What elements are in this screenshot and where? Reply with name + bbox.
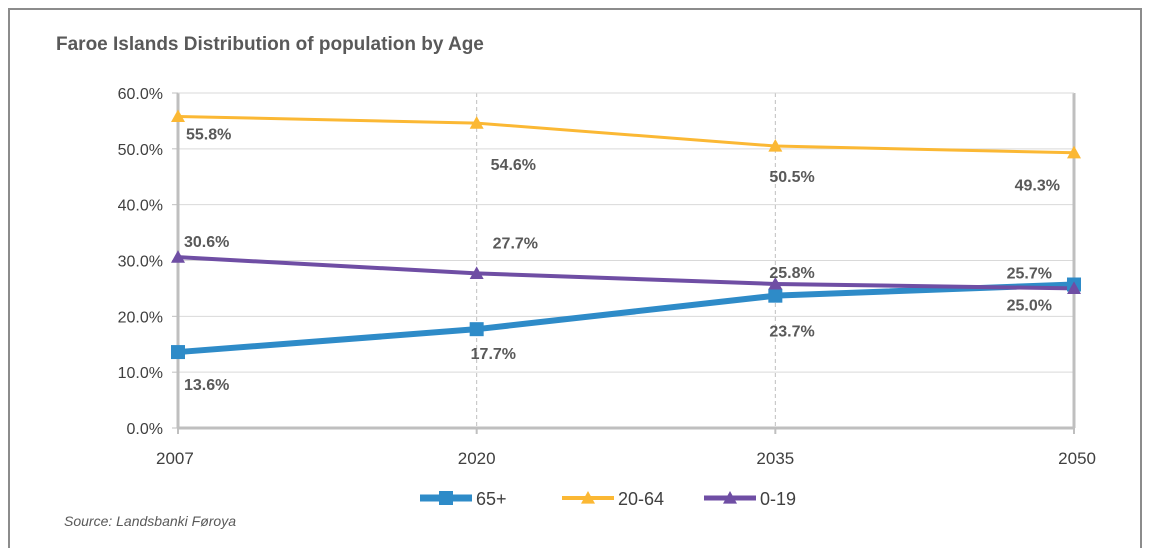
data-point-marker (171, 109, 185, 123)
x-tick-label: 2050 (1058, 449, 1096, 468)
legend-marker (581, 491, 595, 504)
data-point-marker (469, 322, 484, 337)
chart-title: Faroe Islands Distribution of population… (56, 34, 484, 55)
data-point-marker (469, 116, 484, 129)
data-label: 30.6% (184, 234, 229, 251)
y-tick-label: 50.0% (118, 142, 163, 159)
y-tick-labels: 0.0% 10.0% 20.0% 30.0% 40.0% 50.0% 60.0% (118, 86, 163, 438)
data-labels: 13.6% 17.7% 23.7% 25.7% 55.8% 54.6% 50.5% 49.3%… (184, 126, 1060, 394)
legend-marker (723, 491, 737, 504)
axes (172, 92, 1076, 434)
data-label: 27.7% (493, 235, 538, 252)
y-tick-label: 40.0% (118, 198, 163, 215)
legend-marker (439, 491, 453, 505)
y-tick-label: 60.0% (118, 86, 163, 103)
data-point-marker (768, 276, 783, 290)
data-label: 55.8% (186, 126, 231, 143)
series-lines (177, 114, 1075, 356)
data-point-marker (768, 288, 783, 303)
legend-label: 20-64 (618, 489, 664, 509)
data-point-marker (171, 250, 185, 263)
data-label: 23.7% (769, 324, 814, 341)
data-point-marker (171, 345, 185, 360)
x-tick-labels: 2007 2020 2035 2050 (156, 449, 1096, 468)
source-note: Source: Landsbanki Føroya (64, 513, 236, 529)
data-point-marker (1067, 145, 1081, 159)
y-tick-label: 30.0% (118, 254, 163, 271)
series-line-0-19 (177, 255, 1075, 291)
data-label: 50.5% (769, 169, 814, 186)
data-label: 25.7% (1007, 266, 1052, 283)
series-line-65+ (177, 281, 1075, 356)
legend-label: 65+ (476, 489, 507, 509)
data-label: 49.3% (1015, 178, 1060, 195)
y-tick-label: 0.0% (127, 421, 163, 438)
y-tick-label: 20.0% (118, 309, 163, 326)
y-tick-label: 10.0% (118, 365, 163, 382)
data-point-marker (469, 266, 484, 279)
data-label: 25.8% (769, 265, 814, 282)
data-label: 25.0% (1007, 297, 1052, 314)
legend: 65+ 20-64 0-19 (420, 489, 796, 509)
legend-label: 0-19 (760, 489, 796, 509)
x-tick-label: 2020 (458, 449, 496, 468)
data-label: 13.6% (184, 377, 229, 394)
series-markers (171, 109, 1081, 360)
data-label: 54.6% (491, 157, 536, 174)
x-tick-label: 2007 (156, 449, 194, 468)
series-line-20-64 (177, 114, 1075, 155)
x-tick-label: 2035 (756, 449, 794, 468)
data-point-marker (768, 139, 783, 152)
data-label: 17.7% (471, 346, 516, 363)
data-point-marker (1067, 281, 1081, 295)
